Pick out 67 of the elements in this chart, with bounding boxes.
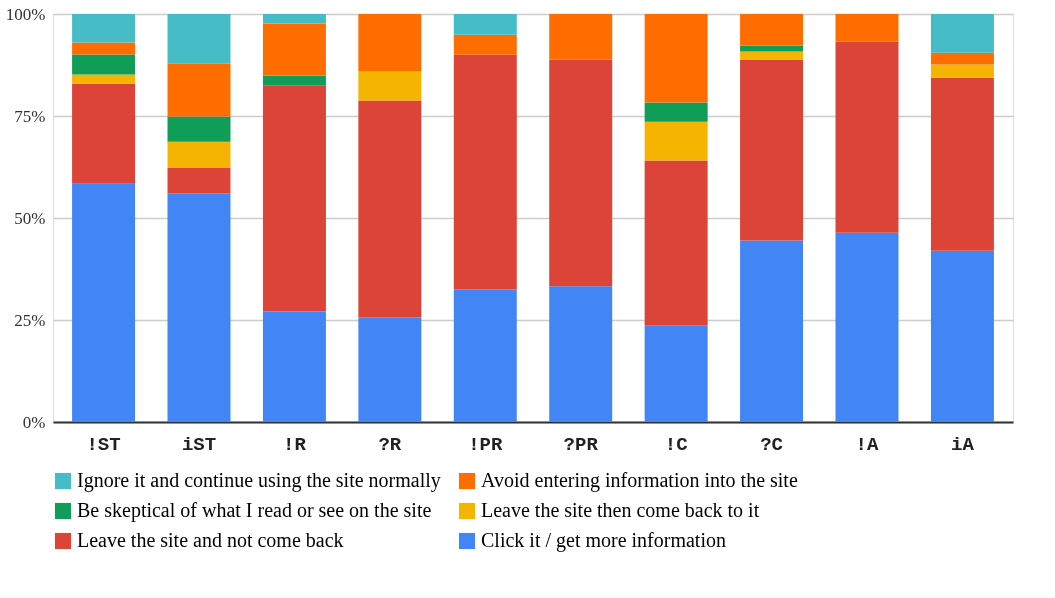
bar: [262, 23, 326, 76]
bar: [453, 54, 517, 290]
bar: [740, 240, 804, 422]
x-tick-label: ?PR: [563, 433, 599, 456]
legend-label: Ignore it and continue using the site normally: [77, 469, 441, 492]
bar: [72, 54, 136, 75]
bar: [549, 286, 613, 422]
bar: [644, 14, 708, 103]
bar: [740, 45, 804, 52]
bar: [453, 14, 517, 35]
bar: [167, 167, 231, 194]
y-tick-label: 25%: [14, 310, 46, 330]
bar: [262, 311, 326, 422]
legend-label: Leave the site then come back to it: [481, 499, 760, 521]
bar: [644, 102, 708, 122]
x-tick-label: !PR: [468, 433, 503, 456]
x-tick-label: !A: [855, 433, 879, 456]
bar: [262, 75, 326, 86]
bar: [930, 64, 994, 78]
bar: [167, 14, 231, 64]
bar: [262, 14, 326, 24]
bar: [358, 100, 422, 318]
bar: [930, 250, 994, 422]
bar: [740, 14, 804, 46]
bar: [930, 14, 994, 53]
bar: [453, 34, 517, 55]
bar: [72, 42, 136, 55]
x-tick-label: !C: [664, 433, 688, 456]
bar: [930, 52, 994, 65]
x-tick-label: iST: [181, 433, 217, 456]
bar: [835, 14, 899, 42]
bar: [358, 14, 422, 72]
bar: [167, 63, 231, 117]
bar: [930, 77, 994, 251]
bar: [167, 116, 231, 142]
y-tick-label: 0%: [22, 412, 46, 432]
bar: [72, 83, 136, 184]
bar: [358, 317, 422, 422]
legend-label: Avoid entering information into the site: [481, 469, 798, 492]
bar: [72, 74, 136, 84]
y-tick-label: 50%: [14, 208, 46, 228]
legend-label: Click it / get more information: [481, 529, 726, 552]
x-tick-label: ?R: [378, 433, 402, 456]
legend-label: Leave the site and not come back: [77, 529, 344, 551]
bar: [835, 41, 899, 233]
bar: [453, 289, 517, 422]
x-tick-label: !R: [283, 433, 307, 456]
bar: [835, 232, 899, 422]
x-tick-label: ?C: [760, 433, 783, 456]
x-tick-label: iA: [951, 433, 975, 456]
bar: [72, 183, 136, 422]
bar: [644, 160, 708, 326]
bar: [740, 59, 804, 241]
bar: [167, 193, 231, 422]
y-tick-label: 75%: [14, 106, 46, 126]
bar: [644, 121, 708, 161]
bar: [262, 85, 326, 312]
bar: [549, 59, 613, 287]
bar: [358, 71, 422, 101]
y-tick-label: 100%: [5, 4, 46, 24]
bar: [167, 141, 231, 168]
bar: [72, 14, 136, 43]
x-tick-label: !ST: [86, 433, 121, 456]
bar: [740, 51, 804, 60]
bar: [549, 14, 613, 60]
bar: [644, 325, 708, 422]
legend-label: Be skeptical of what I read or see on the site: [77, 499, 432, 522]
